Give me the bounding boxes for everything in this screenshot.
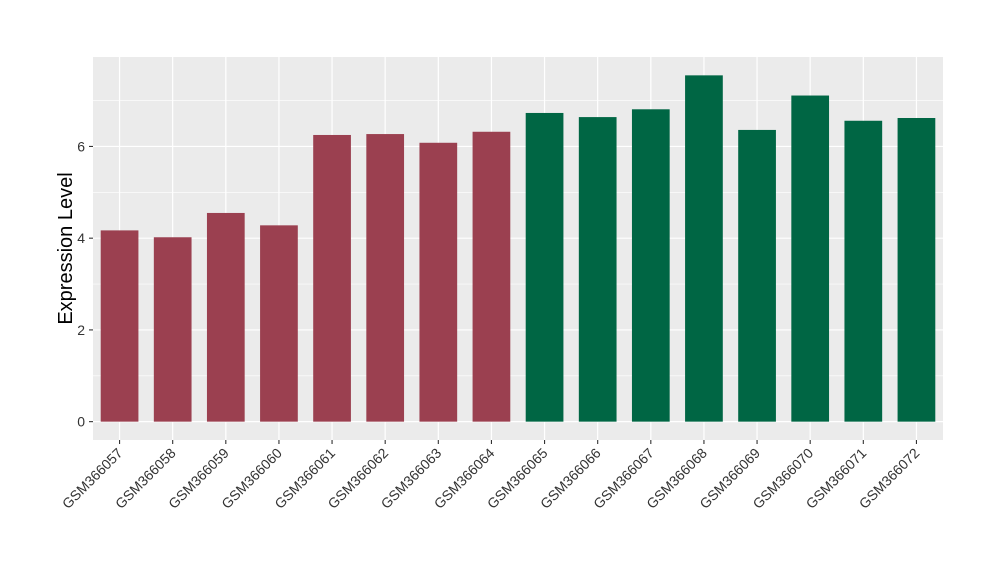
bar-gsm366065 — [525, 112, 564, 422]
bar-gsm366072 — [897, 118, 936, 422]
bar-gsm366063 — [419, 142, 458, 422]
y-tick-label: 6 — [77, 138, 85, 154]
y-axis-title: Expression Level — [55, 172, 77, 324]
bar-gsm366068 — [685, 75, 723, 422]
x-axis: GSM366057GSM366058GSM366059GSM366060GSM3… — [59, 440, 923, 512]
bar-gsm366067 — [631, 109, 670, 422]
bar-gsm366061 — [313, 134, 351, 422]
bar-gsm366057 — [100, 230, 139, 422]
bar-gsm366064 — [472, 131, 511, 422]
bar-gsm366071 — [844, 120, 883, 422]
bar-gsm366059 — [206, 212, 245, 422]
bar-gsm366070 — [791, 95, 830, 422]
y-tick-label: 0 — [77, 414, 85, 430]
bar-gsm366060 — [260, 225, 298, 422]
bar-gsm366066 — [578, 117, 617, 422]
bar-gsm366062 — [366, 134, 405, 422]
bars — [100, 75, 936, 422]
bar-gsm366069 — [738, 129, 776, 422]
y-tick-label: 4 — [77, 230, 85, 246]
y-tick-label: 2 — [77, 322, 85, 338]
bar-gsm366058 — [153, 237, 192, 422]
y-axis: 0 2 4 6 — [77, 138, 93, 430]
